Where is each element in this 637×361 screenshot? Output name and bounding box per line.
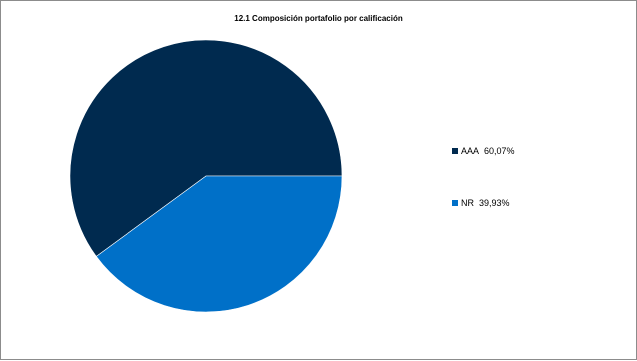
legend-item-aaa: AAA 60,07% [452,145,515,157]
pie-slice-aaa [69,39,343,257]
legend-item-nr: NR 39,93% [452,197,515,209]
pie-slice-nr [95,175,343,313]
legend-swatch-aaa [452,148,458,154]
chart-legend: AAA 60,07% NR 39,93% [452,145,515,249]
legend-value-nr: 39,93% [479,198,510,208]
legend-label-aaa: AAA [461,146,480,156]
chart-title: 12.1 Composición portafolio por califica… [234,14,403,23]
legend-value-aaa: 60,07% [484,146,515,156]
legend-swatch-nr [452,200,458,206]
legend-label-nr: NR [461,198,474,208]
